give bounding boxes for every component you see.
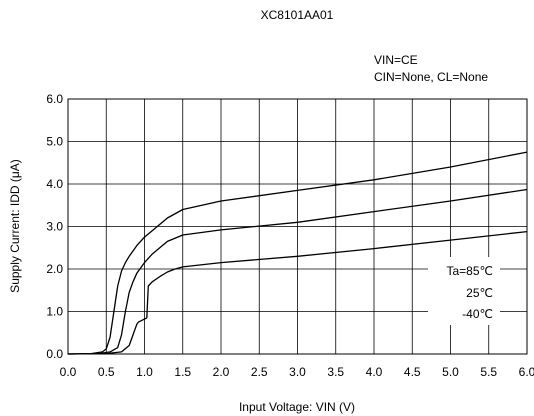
legend-box: [428, 257, 500, 325]
x-tick-label: 5.0: [442, 365, 459, 379]
legend: Ta=85℃ 25℃ -40℃: [428, 257, 500, 325]
x-tick-label: 6.0: [519, 365, 534, 379]
legend-label-minus40c: -40℃: [462, 307, 493, 321]
series-lines: [67, 151, 528, 355]
x-tick-label: 2.5: [251, 365, 268, 379]
y-tick-label: 3.0: [46, 220, 63, 234]
x-tick-label: 0.5: [98, 365, 115, 379]
series-line-2: [67, 230, 528, 355]
x-tick-label: 3.5: [327, 365, 344, 379]
series-line-0: [67, 151, 528, 355]
x-tick-labels: 0.0 0.5 1.0 1.5 2.0 2.5 3.0 3.5 4.0 4.5 5.0 5.5 6.0: [60, 365, 534, 379]
chart-title: XC8101AA01: [261, 8, 334, 22]
y-tick-labels: 0.0 1.0 2.0 3.0 4.0 5.0 6.0: [46, 92, 63, 361]
legend-label-85c: Ta=85℃: [446, 264, 493, 278]
y-tick-label: 4.0: [46, 177, 63, 191]
x-axis-label: Input Voltage: VIN (V): [239, 400, 355, 414]
x-tick-label: 3.0: [289, 365, 306, 379]
x-tick-label: 2.0: [213, 365, 230, 379]
x-tick-label: 5.5: [480, 365, 497, 379]
y-tick-label: 6.0: [46, 92, 63, 106]
series-line-1: [67, 188, 528, 355]
x-tick-label: 1.0: [136, 365, 153, 379]
condition-cin-cl: CIN=None, CL=None: [374, 70, 488, 84]
legend-label-25c: 25℃: [466, 286, 493, 300]
plot-frame: [67, 98, 528, 355]
x-tick-label: 0.0: [60, 365, 77, 379]
condition-vin: VIN=CE: [374, 53, 418, 67]
x-tick-label: 4.5: [404, 365, 421, 379]
y-tick-label: 2.0: [46, 262, 63, 276]
y-tick-label: 1.0: [46, 305, 63, 319]
y-axis-label: Supply Current: IDD (μA): [8, 159, 22, 293]
y-tick-label: 0.0: [46, 347, 63, 361]
x-tick-label: 1.5: [174, 365, 191, 379]
x-tick-label: 4.0: [366, 365, 383, 379]
y-tick-label: 5.0: [46, 135, 63, 149]
